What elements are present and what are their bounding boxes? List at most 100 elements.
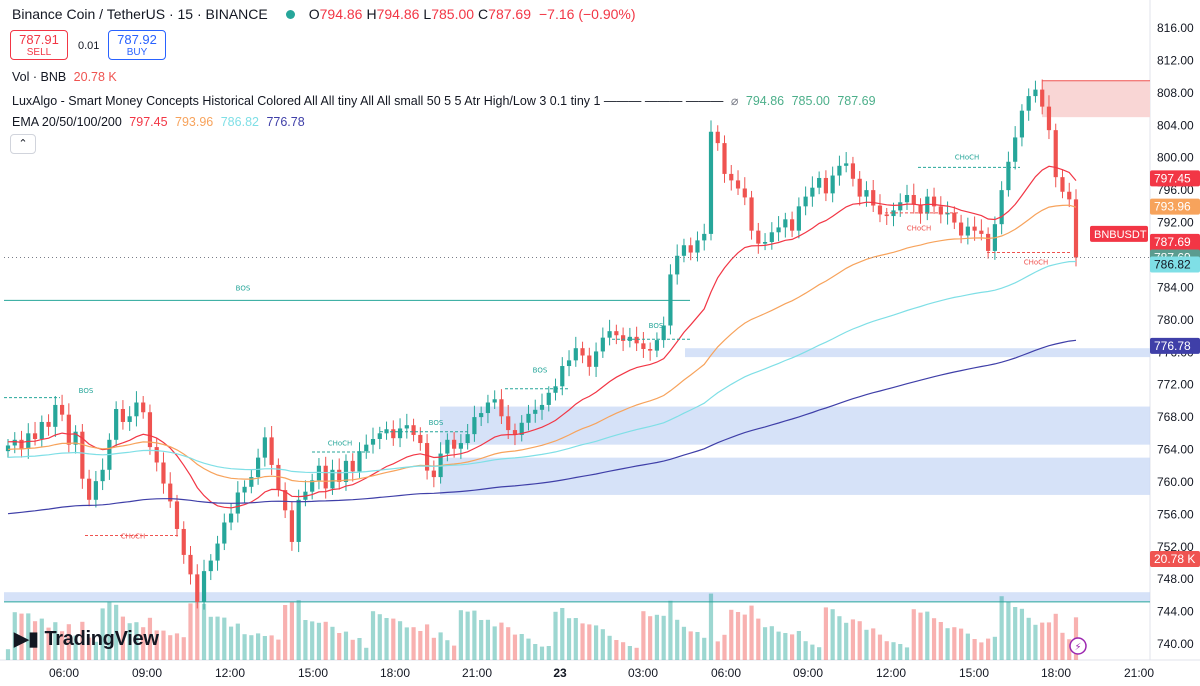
candle (201, 571, 207, 602)
candle (242, 486, 247, 493)
volume-bar (269, 635, 274, 660)
candle (350, 460, 355, 472)
candle (66, 414, 71, 445)
candle (485, 402, 491, 414)
symbol-title[interactable]: Binance Coin / TetherUS · 15 · BINANCE (12, 6, 268, 22)
volume-bar (560, 608, 565, 660)
bos-label: BOS (79, 387, 94, 395)
buy-price: 787.92 (117, 32, 157, 47)
volume-bar (512, 634, 518, 660)
volume-bar (5, 649, 11, 660)
price-tick: 792.00 (1157, 216, 1194, 230)
tradingview-logo-icon: ▶▮ (14, 629, 39, 650)
volume-bar (100, 608, 105, 660)
volume-bar (391, 618, 396, 660)
candle (316, 465, 322, 481)
candle (215, 543, 220, 561)
ema-legend[interactable]: EMA 20/50/100/200 797.45 793.96 786.82 7… (12, 115, 309, 129)
candle (769, 232, 774, 243)
volume-bar (627, 646, 632, 660)
volume-bar (607, 635, 612, 660)
candle (208, 560, 213, 572)
candle (1060, 177, 1065, 192)
price-tick: 760.00 (1157, 475, 1194, 489)
choch-label: CHoCH (328, 439, 353, 447)
candle (391, 429, 396, 439)
volume-bar (66, 624, 71, 660)
volume-bar (337, 633, 342, 660)
volume-bar (844, 622, 849, 660)
volume-bar (830, 609, 835, 660)
volume-bar (729, 609, 734, 660)
volume-bar (634, 647, 639, 660)
candle (458, 443, 463, 449)
candle (424, 443, 430, 471)
candle (884, 214, 889, 217)
volume-bar (303, 620, 308, 660)
smc-legend[interactable]: LuxAlgo - Smart Money Concepts Historica… (12, 93, 880, 108)
smc-value: 785.00 (791, 94, 830, 108)
demand-zone (440, 406, 1150, 445)
supply-zone (1042, 80, 1150, 118)
volume-bar (384, 618, 389, 660)
volume-bar (492, 626, 497, 660)
candle (708, 131, 714, 234)
time-tick: 18:00 (380, 666, 410, 680)
volume-bar (1013, 607, 1018, 660)
candle (776, 227, 781, 233)
candle (174, 501, 180, 529)
candle (506, 416, 511, 431)
volume-bar (986, 638, 991, 660)
ema100-line (7, 260, 1077, 474)
candle (593, 351, 599, 367)
volume-bar (992, 636, 997, 660)
candle (702, 233, 707, 241)
volume-bar (972, 639, 977, 660)
volume-bar (59, 631, 65, 660)
collapse-legend-button[interactable]: ⌃ (10, 134, 36, 154)
volume-bar (1060, 632, 1065, 660)
volume-bar (931, 618, 937, 660)
ohlc-label: O (308, 6, 320, 22)
smc-legend-name: LuxAlgo - Smart Money Concepts Historica… (12, 94, 724, 108)
smc-value: 787.69 (837, 94, 876, 108)
buy-label: BUY (126, 47, 148, 58)
volume-bar (370, 611, 376, 660)
volume-bar (397, 621, 403, 660)
volume-bar (114, 604, 119, 660)
volume-bar (533, 644, 538, 660)
volume-bar (222, 617, 227, 660)
volume-bar (330, 626, 335, 660)
buy-button[interactable]: 787.92 BUY (108, 30, 166, 60)
candle (614, 331, 619, 336)
volume-bar (553, 611, 558, 660)
volume-bar (215, 616, 220, 660)
candle (12, 439, 17, 446)
volume-bar (53, 622, 58, 660)
candle (452, 439, 457, 449)
spread-value: 0.01 (78, 40, 100, 52)
volume-bar (1033, 624, 1038, 660)
volume-bar (424, 624, 430, 660)
candle (195, 574, 200, 602)
volume-bar (87, 637, 92, 660)
ticker-badge: BNBUSDT (1094, 229, 1147, 241)
candle (32, 433, 38, 439)
candle (80, 431, 85, 479)
choch-label: CHoCH (955, 153, 980, 161)
sell-button[interactable]: 787.91 SELL (10, 30, 68, 60)
candle (1033, 89, 1038, 97)
volume-bar (242, 634, 247, 660)
candle (857, 178, 862, 197)
volume-bar (431, 637, 436, 660)
volume-bar (134, 622, 139, 660)
volume-legend[interactable]: Vol · BNB 20.78 K (12, 70, 121, 84)
ema20-price-label-bg (1150, 170, 1200, 187)
price-tick: 748.00 (1157, 572, 1194, 586)
candle (533, 409, 538, 414)
candle (587, 355, 592, 367)
candle (749, 197, 754, 231)
candle (958, 222, 964, 236)
candle (661, 325, 666, 341)
